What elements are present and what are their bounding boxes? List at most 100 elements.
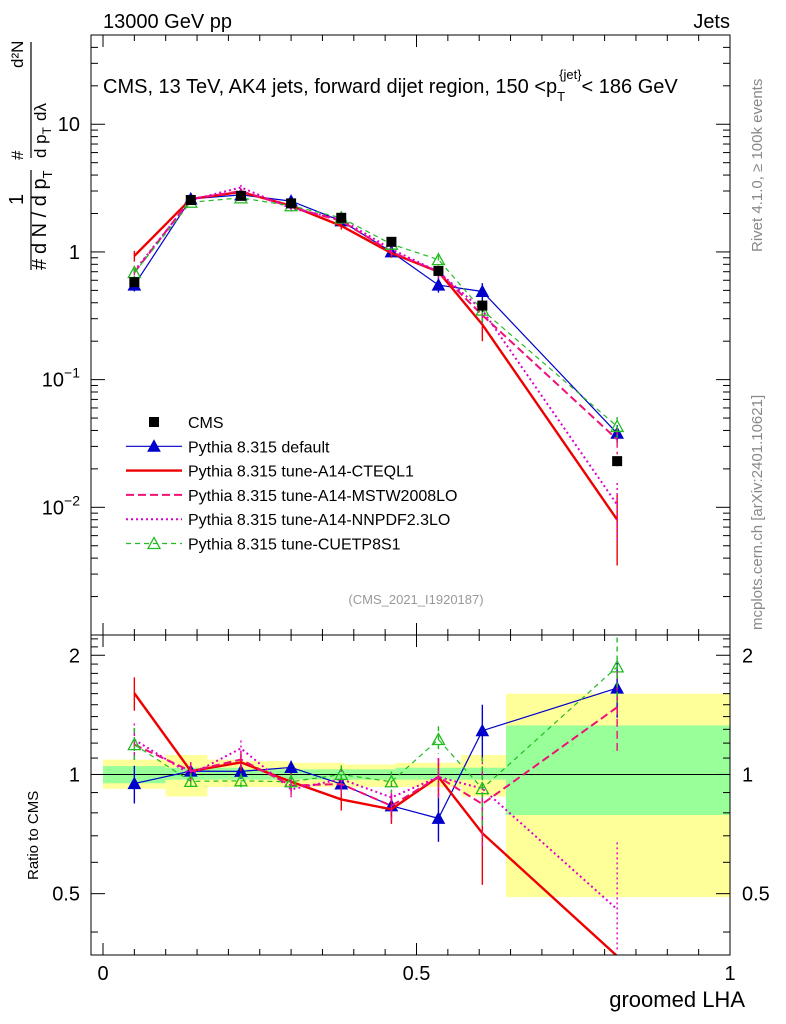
ratio-tick-label-left: 1 (69, 764, 80, 786)
legend-label-pythia-8-315-tune-a14-mstw2008lo: Pythia 8.315 tune-A14-MSTW2008LO (188, 488, 457, 505)
ratio-band-stat-8 (506, 725, 730, 815)
analysis-id: (CMS_2021_I1920187) (348, 592, 483, 607)
chart-title-main: CMS, 13 TeV, AK4 jets, forward dijet reg… (103, 76, 557, 98)
legend-entry-pythia-8-315-tune-a14-nnpdf2-3lo: Pythia 8.315 tune-A14-NNPDF2.3LO (126, 512, 450, 529)
data-point (286, 198, 297, 209)
data-point (129, 277, 140, 288)
ratio-tick-label-left: 2 (69, 645, 80, 667)
data-point (612, 456, 623, 467)
y-axis-label-hash-2: # (8, 150, 27, 160)
legend: CMS Pythia 8.315 default Pythia 8.315 tune… (126, 415, 457, 554)
main-line-pythia-8-315-tune-cuetp8s1 (133, 197, 618, 427)
ratio-marker-pythia-8-315-tune-cuetp8s1 (183, 773, 198, 787)
y-label-dn: d N / d p (29, 178, 51, 254)
y-label-hash-1: # (29, 258, 51, 270)
legend-label-pythia-8-315-tune-a14-cteql1: Pythia 8.315 tune-A14-CTEQL1 (188, 464, 414, 481)
y-tick-label: 10 (58, 114, 80, 136)
main-series (127, 184, 625, 566)
y-tick-label-base: 10 (42, 370, 64, 392)
y-tick-label-base: 10 (42, 497, 64, 519)
ratio-marker-pythia-8-315-tune-cuetp8s1 (610, 659, 625, 673)
y-tick-label-exp: −2 (64, 492, 80, 508)
legend-marker-pythia-8-315-default (147, 439, 161, 452)
main-marker-pythia-8-315-default (475, 284, 490, 297)
y-axis-label-num: d²N (8, 41, 27, 68)
legend-marker-pythia-8-315-tune-cuetp8s1 (146, 536, 162, 550)
y-label-dn-sub: T (40, 170, 55, 178)
main-line-pythia-8-315-tune-a14-nnpdf2-3lo (133, 186, 618, 506)
ratio-band-stat-6 (395, 767, 462, 780)
y-label-den-sub: T (40, 126, 54, 134)
category-label: Jets (693, 11, 730, 33)
ratio-line-pythia-8-315-tune-a14-nnpdf2-3lo (133, 738, 618, 911)
ratio-marker-pythia-8-315-tune-cuetp8s1 (384, 774, 399, 788)
y-tick-label-exp: −1 (64, 365, 80, 381)
ratio-band-stat-2 (207, 767, 243, 780)
legend-entry-pythia-8-315-default: Pythia 8.315 default (126, 439, 330, 456)
legend-entry-pythia-8-315-tune-cuetp8s1: Pythia 8.315 tune-CUETP8S1 (126, 536, 401, 554)
x-tick-label-0: 0 (97, 963, 108, 985)
energy-label: 13000 GeV pp (103, 11, 232, 33)
y-tick-label: 10−2 (42, 492, 80, 519)
legend-label-pythia-8-315-tune-cuetp8s1: Pythia 8.315 tune-CUETP8S1 (188, 537, 401, 554)
main-line-pythia-8-315-default (133, 194, 618, 434)
main-axis-ticks (91, 34, 731, 636)
y-axis-label: # (29, 258, 51, 270)
y-label-den: d p (31, 134, 50, 158)
ratio-marker-pythia-8-315-tune-cuetp8s1 (233, 773, 249, 787)
mcplots-label: mcplots.cern.ch [arXiv:2401.10621] (749, 395, 766, 630)
chart-title-tail: < 186 GeV (582, 76, 679, 98)
legend-label-pythia-8-315-tune-a14-nnpdf2-3lo: Pythia 8.315 tune-A14-NNPDF2.3LO (188, 512, 450, 529)
main-marker-pythia-8-315-tune-cuetp8s1 (610, 419, 625, 433)
chart-title-sup: {jet} (559, 67, 582, 82)
legend-entry-pythia-8-315-tune-a14-cteql1: Pythia 8.315 tune-A14-CTEQL1 (126, 464, 414, 481)
legend-label-cms: CMS (188, 415, 224, 432)
ratio-tick-label-left: 0.5 (52, 884, 80, 906)
x-axis-label: groomed LHA (609, 987, 745, 1012)
ratio-y-label: Ratio to CMS (25, 791, 42, 880)
rivet-label: Rivet 4.1.0, ≥ 100k events (749, 79, 766, 252)
ratio-marker-pythia-8-315-tune-cuetp8s1 (431, 732, 446, 746)
data-point (477, 300, 488, 311)
ratio-frame (90, 634, 731, 956)
y-axis-label-den: d pTdλ (31, 103, 54, 158)
y-tick-label: 1 (69, 242, 80, 264)
main-marker-pythia-8-315-tune-cuetp8s1 (431, 252, 446, 266)
ratio-axis-ticks (91, 635, 731, 955)
main-frame (90, 34, 731, 636)
y-axis-label-one: 1 (6, 194, 28, 205)
ratio-tick-label-right: 0.5 (742, 884, 770, 906)
y-axis-label-dn: d N / d pT (29, 170, 55, 254)
main-panel (90, 34, 731, 636)
legend-label-pythia-8-315-default: Pythia 8.315 default (188, 439, 330, 456)
ratio-marker-pythia-8-315-tune-cuetp8s1 (334, 767, 349, 781)
ratio-band-stat-7 (461, 767, 507, 780)
ratio-marker-pythia-8-315-tune-cuetp8s1 (284, 774, 299, 788)
chart-title: CMS, 13 TeV, AK4 jets, forward dijet reg… (103, 67, 678, 104)
main-data-points (129, 190, 623, 467)
y-tick-label-base: 10 (58, 114, 80, 136)
main-marker-pythia-8-315-default (431, 278, 446, 291)
y-label-dl: dλ (31, 103, 50, 121)
ratio-tick-label-right: 1 (742, 764, 753, 786)
data-point (433, 265, 444, 276)
data-point (235, 190, 246, 201)
x-tick-label-0-5: 0.5 (403, 963, 431, 985)
data-point (386, 236, 397, 247)
main-line-pythia-8-315-tune-a14-mstw2008lo (133, 189, 618, 441)
data-point (185, 195, 196, 206)
y-tick-label: 10−1 (42, 365, 80, 392)
ratio-marker-pythia-8-315-default (284, 760, 298, 773)
ratio-marker-pythia-8-315-tune-cuetp8s1 (127, 737, 142, 751)
ratio-marker-pythia-8-315-default (475, 723, 490, 737)
legend-marker-cms (149, 417, 159, 427)
legend-entry-pythia-8-315-tune-a14-mstw2008lo: Pythia 8.315 tune-A14-MSTW2008LO (126, 488, 457, 505)
ratio-marker-pythia-8-315-tune-cuetp8s1 (475, 781, 490, 795)
chart-title-sub: T (557, 89, 565, 104)
legend-entry-cms: CMS (149, 415, 224, 432)
ratio-panel (90, 634, 731, 956)
ratio-series (127, 637, 625, 955)
ratio-tick-label-right: 2 (742, 645, 753, 667)
x-tick-label-1: 1 (724, 963, 735, 985)
